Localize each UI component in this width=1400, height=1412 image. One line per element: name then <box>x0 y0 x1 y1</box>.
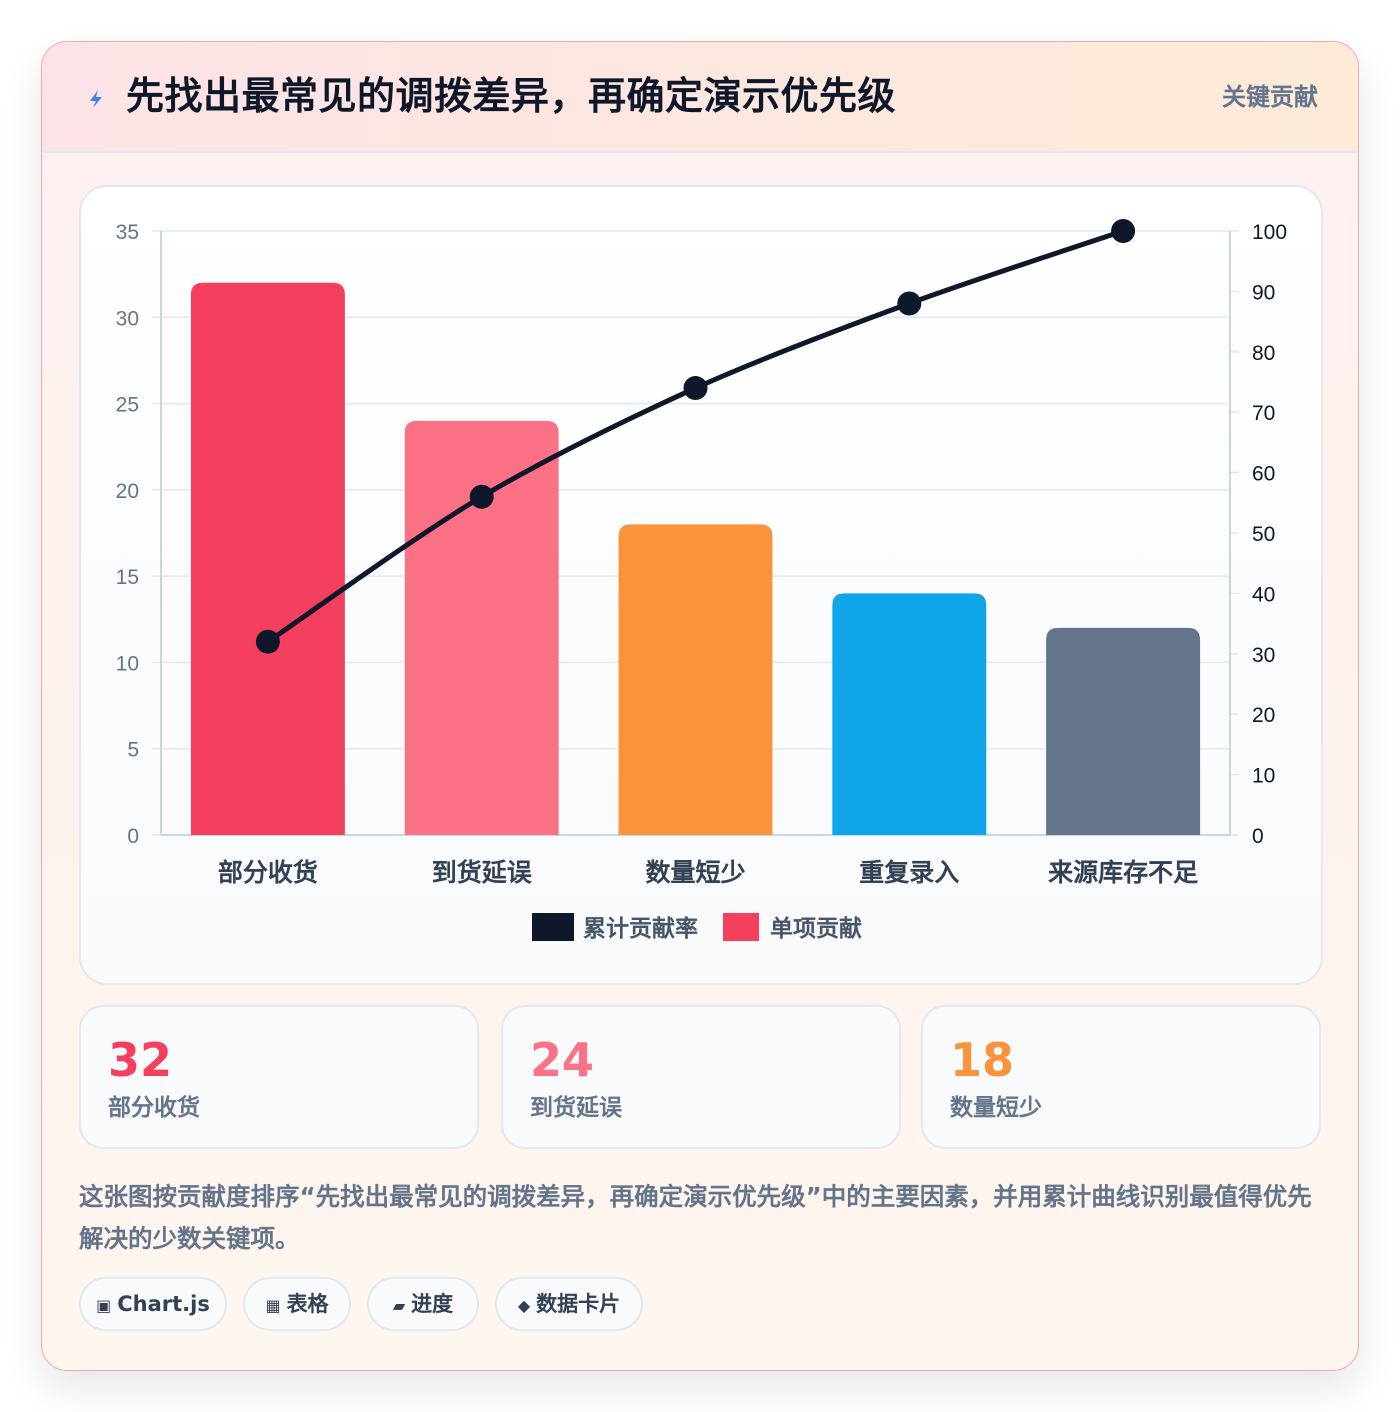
progress-icon: ▰ <box>392 1296 406 1315</box>
data-card-icon: ◆ <box>517 1296 531 1315</box>
bar <box>832 593 987 835</box>
cumulative-point <box>897 291 922 316</box>
chip-table[interactable]: ▦ 表格 <box>243 1277 351 1331</box>
x-tick-label: 来源库存不足 <box>1048 859 1198 887</box>
chip-label: Chart.js <box>117 1292 210 1316</box>
y-right-tick-label: 40 <box>1252 583 1275 606</box>
chip-data-card[interactable]: ◆ 数据卡片 <box>495 1277 643 1331</box>
y-left-tick-label: 30 <box>116 307 139 330</box>
y-left-tick-label: 20 <box>116 480 139 503</box>
stat-card-3: 18 数量短少 <box>921 1005 1321 1149</box>
stat-value: 32 <box>108 1033 173 1087</box>
chip-progress[interactable]: ▰ 进度 <box>367 1277 479 1331</box>
legend-swatch-line <box>532 913 574 941</box>
stat-label: 部分收货 <box>108 1095 200 1121</box>
x-tick-label: 重复录入 <box>859 858 959 887</box>
legend-label: 单项贡献 <box>770 915 862 941</box>
stat-card-2: 24 到货延误 <box>501 1005 901 1149</box>
bar <box>618 524 773 835</box>
chip-label: 数据卡片 <box>536 1292 621 1316</box>
page-title: 先找出最常见的调拨差异，再确定演示优先级 <box>126 74 897 118</box>
chart-card: 先找出最常见的调拨差异，再确定演示优先级 关键贡献 0 5 10 15 20 25 30 35… <box>41 41 1359 1371</box>
y-right-tick-label: 30 <box>1252 644 1275 667</box>
y-right-tick-label: 100 <box>1252 221 1287 244</box>
chart-panel: 0 5 10 15 20 25 30 35 0 10 20 30 40 50 60 70 80 90 100 部分收货… <box>79 185 1323 985</box>
cumulative-point <box>255 629 280 654</box>
chip-label: 进度 <box>411 1292 454 1316</box>
pareto-chart: 0 5 10 15 20 25 30 35 0 10 20 30 40 50 60 70 80 90 100 部分收货… <box>116 219 1287 941</box>
stat-card-1: 32 部分收货 <box>79 1005 479 1149</box>
table-icon: ▦ <box>265 1296 281 1315</box>
stat-value: 24 <box>530 1033 595 1087</box>
y-right-tick-label: 50 <box>1252 523 1275 546</box>
x-tick-label: 数量短少 <box>645 859 745 887</box>
header-badge: 关键贡献 <box>1222 83 1318 111</box>
chart-icon: ▣ <box>96 1296 112 1315</box>
bar <box>190 282 345 835</box>
card-header: 先找出最常见的调拨差异，再确定演示优先级 关键贡献 <box>42 42 1358 153</box>
y-right-tick-label: 10 <box>1252 765 1275 788</box>
chip-label: 表格 <box>286 1292 329 1316</box>
y-left-tick-label: 0 <box>127 825 139 848</box>
y-right-tick-label: 80 <box>1252 342 1275 365</box>
x-tick-label: 部分收货 <box>218 858 318 887</box>
legend-label: 累计贡献率 <box>583 915 698 941</box>
chip-chartjs[interactable]: ▣ Chart.js <box>79 1277 227 1331</box>
y-right-tick-label: 20 <box>1252 704 1275 727</box>
bar <box>404 420 559 835</box>
y-left-tick-label: 35 <box>116 221 139 244</box>
legend-swatch-bar <box>723 913 759 941</box>
y-right-tick-label: 70 <box>1252 402 1275 425</box>
y-left-tick-label: 5 <box>127 739 139 762</box>
x-tick-label: 到货延误 <box>432 858 533 887</box>
y-right-tick-label: 90 <box>1252 281 1275 304</box>
bar <box>1046 627 1201 835</box>
y-left-tick-label: 15 <box>116 566 139 589</box>
cumulative-point <box>1111 219 1136 243</box>
y-right-tick-label: 0 <box>1252 825 1264 848</box>
cumulative-point <box>469 484 494 509</box>
stat-value: 18 <box>950 1033 1015 1087</box>
stat-label: 数量短少 <box>950 1095 1042 1121</box>
y-right-tick-label: 60 <box>1252 463 1275 486</box>
lightning-icon <box>90 90 102 108</box>
cumulative-point <box>683 376 708 401</box>
y-left-tick-label: 10 <box>116 652 139 675</box>
y-left-tick-label: 25 <box>116 394 139 417</box>
stat-label: 到货延误 <box>530 1095 622 1121</box>
chart-description: 这张图按贡献度排序“先找出最常见的调拨差异，再确定演示优先级”中的主要因素，并用… <box>79 1182 1312 1253</box>
